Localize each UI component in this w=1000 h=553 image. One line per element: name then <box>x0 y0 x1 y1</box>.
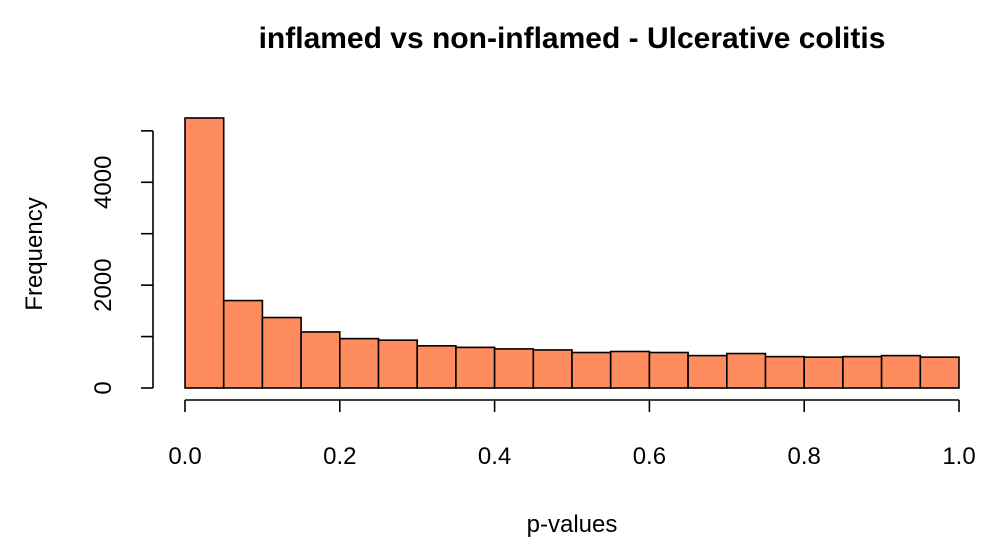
histogram-bar <box>184 117 225 389</box>
histogram-bar <box>338 337 380 389</box>
histogram-bar <box>261 316 302 389</box>
chart-title: inflamed vs non-inflamed - Ulcerative co… <box>259 22 886 55</box>
histogram-bar <box>455 346 496 389</box>
y-tick-label: 2000 <box>90 258 117 311</box>
histogram-bar <box>222 299 264 389</box>
x-tick-label: 0.2 <box>323 443 356 470</box>
histogram-bar <box>300 331 341 389</box>
histogram-bar <box>609 350 651 389</box>
histogram-bar <box>919 356 960 389</box>
histogram-bar <box>532 349 573 389</box>
x-axis: 0.0 0.2 0.4 0.6 0.8 1.0 <box>168 399 976 470</box>
histogram-bar <box>764 355 806 389</box>
histogram-bar <box>842 355 883 389</box>
x-tick-label: 1.0 <box>942 443 975 470</box>
histogram-bar <box>493 348 535 389</box>
x-tick-label: 0.8 <box>788 443 821 470</box>
bars-group <box>184 117 960 389</box>
x-axis-label: p-values <box>527 511 618 538</box>
histogram-bar <box>648 351 689 389</box>
y-tick-label: 0 <box>90 381 117 394</box>
histogram-bar <box>803 356 844 389</box>
x-tick-label: 0.4 <box>478 443 511 470</box>
y-tick-label: 4000 <box>90 156 117 209</box>
histogram-bar <box>377 339 419 389</box>
histogram-bar <box>725 352 767 389</box>
y-axis: 0 2000 4000 <box>90 130 154 395</box>
y-axis-label: Frequency <box>21 197 48 310</box>
x-tick-label: 0.0 <box>168 443 201 470</box>
histogram-bar <box>880 354 922 389</box>
histogram-bar <box>687 354 728 389</box>
histogram-bar <box>416 345 457 389</box>
histogram-bar <box>571 351 612 389</box>
x-tick-label: 0.6 <box>633 443 666 470</box>
